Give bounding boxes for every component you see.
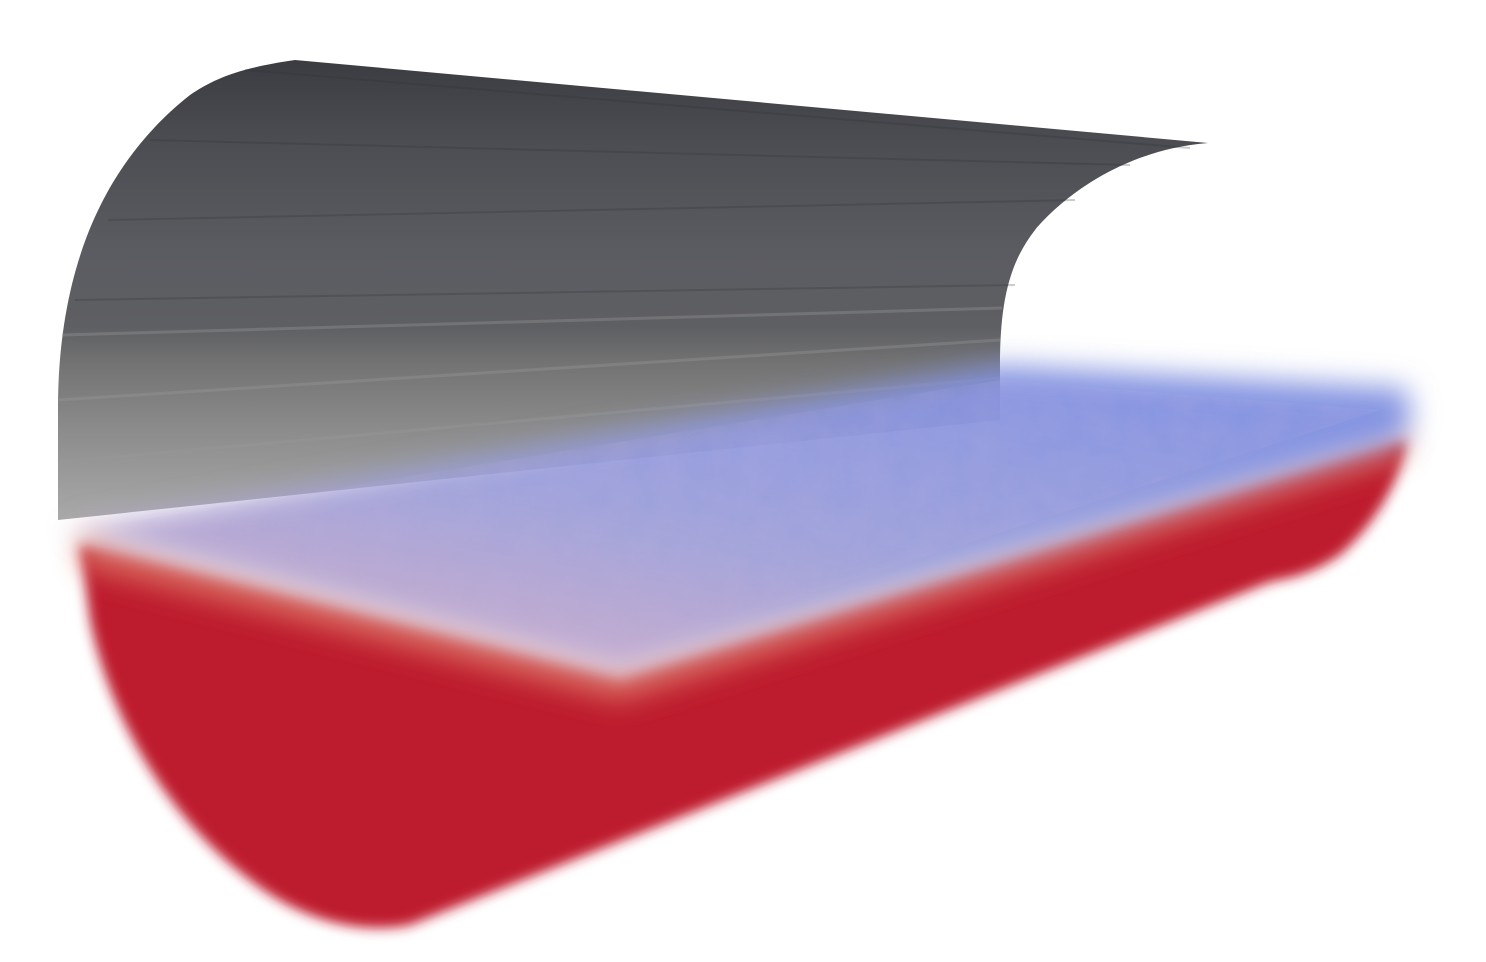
fluid-body — [80, 440, 1405, 928]
fluid-interface-edge — [80, 430, 1405, 700]
fluid-surface-texture — [110, 380, 1380, 655]
